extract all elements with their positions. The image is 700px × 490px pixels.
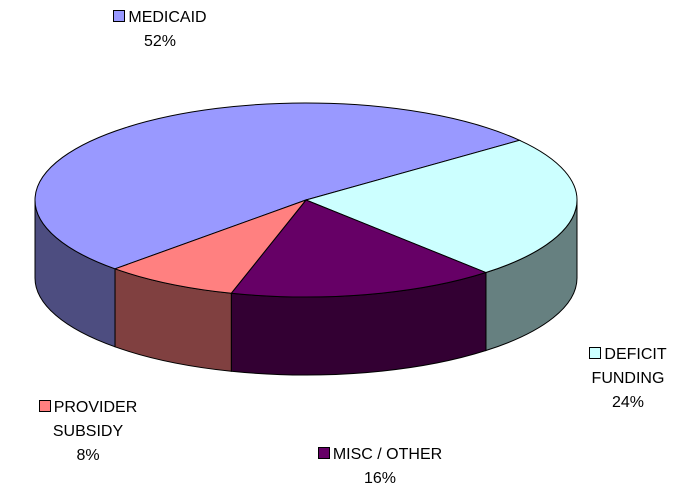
slice-label: MEDICAID 52%	[85, 6, 235, 54]
pie-slice	[34, 102, 522, 270]
value-label: 16%	[363, 470, 397, 487]
value-label: 52%	[143, 33, 177, 50]
category-name: MISC / OTHER	[332, 446, 443, 463]
pie-slice	[230, 199, 488, 298]
legend-swatch	[113, 10, 126, 22]
slice-label: DEFICIT FUNDING 24%	[578, 343, 678, 415]
slice-label: PROVIDER SUBSIDY 8%	[23, 396, 153, 468]
category-name: MEDICAID	[128, 9, 207, 26]
pie-slice	[113, 198, 308, 294]
legend-swatch	[317, 447, 330, 459]
category-name: DEFICIT FUNDING	[591, 346, 667, 387]
legend-swatch	[38, 400, 51, 412]
pie-slice	[304, 139, 578, 274]
category-name: PROVIDER SUBSIDY	[52, 399, 138, 440]
legend-swatch	[589, 347, 602, 359]
value-label: 24%	[611, 394, 645, 411]
slice-label: MISC / OTHER 16%	[280, 443, 480, 490]
value-label: 8%	[76, 447, 100, 464]
